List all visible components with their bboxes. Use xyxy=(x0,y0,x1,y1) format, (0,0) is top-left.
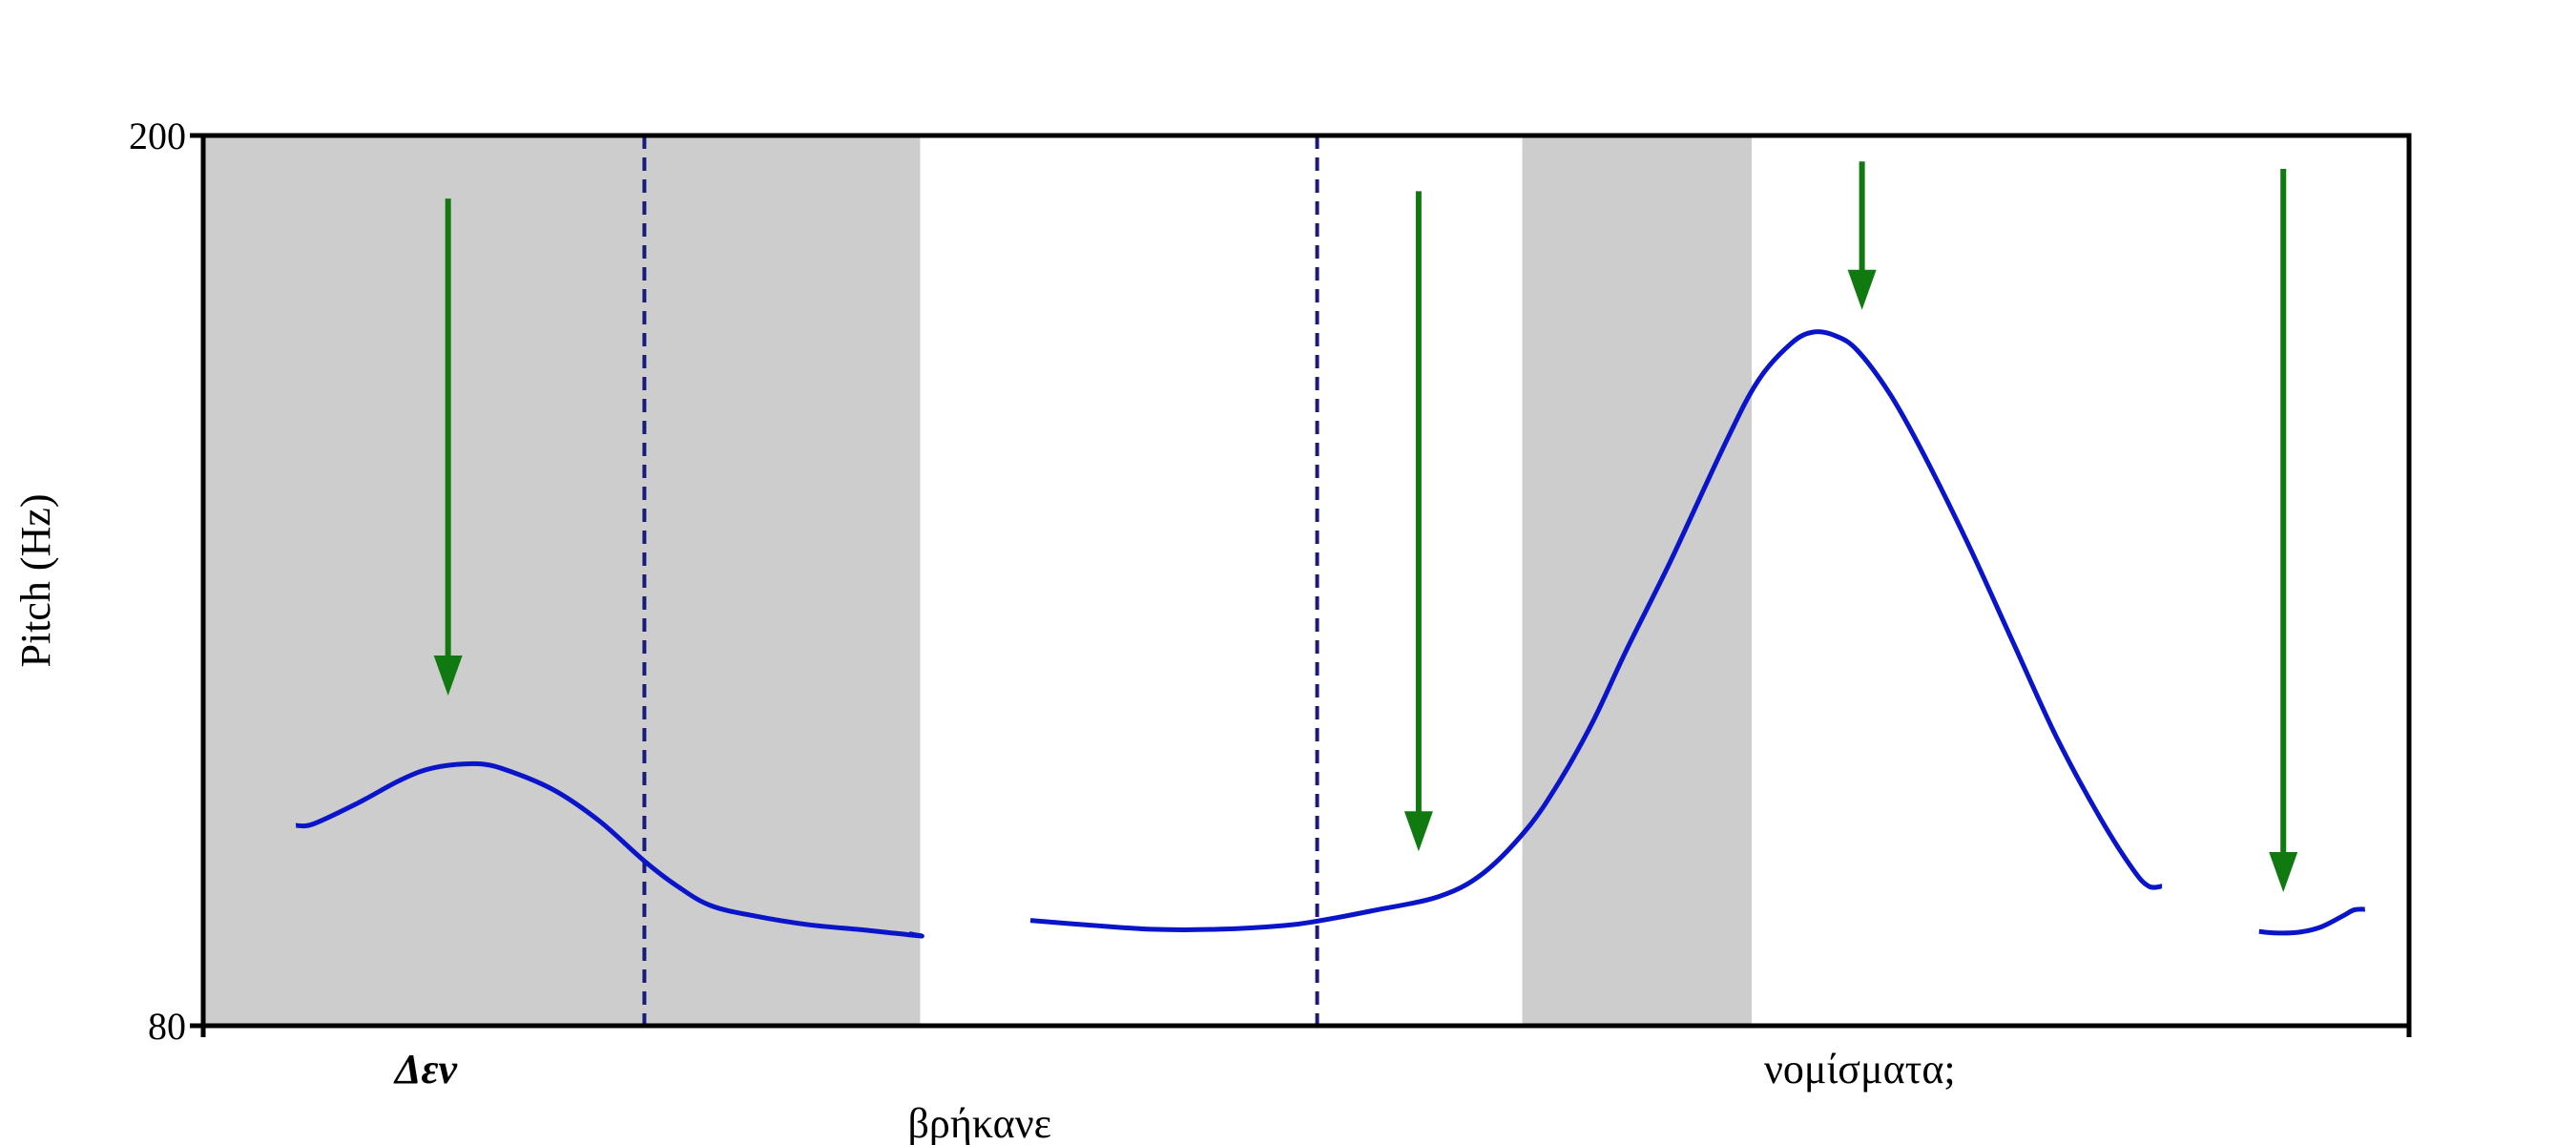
arrow-head xyxy=(2269,852,2298,893)
y-axis: 80 200 xyxy=(129,114,2412,1048)
shaded-regions xyxy=(203,135,1753,1026)
pitch-arrow-2 xyxy=(1403,191,1433,852)
y-tick-label-2: 200 xyxy=(129,114,186,157)
pitch-arrow-1 xyxy=(433,198,463,697)
shaded-region-2 xyxy=(1522,135,1753,1026)
arrow-head xyxy=(433,656,463,697)
plot-frame xyxy=(200,133,2412,1029)
word-label-3: νομίσματα; xyxy=(1764,1046,1956,1093)
arrow-head xyxy=(1403,811,1433,852)
word-label-2: βρήκανε xyxy=(908,1100,1052,1145)
arrow-head xyxy=(1847,269,1877,310)
pitch-arrows xyxy=(433,161,2298,893)
word-labels: Δεν βρήκανε νομίσματα; xyxy=(393,1046,1956,1145)
y-tick-label-1: 80 xyxy=(148,1005,186,1048)
shaded-region-1 xyxy=(203,135,921,1026)
contour-segment-2 xyxy=(1029,329,2163,932)
y-axis-title: Pitch (Hz) xyxy=(12,493,59,667)
contour-segment-1 xyxy=(295,760,924,939)
word-label-1: Δεν xyxy=(393,1046,458,1093)
boundary-lines xyxy=(642,135,1319,1026)
pitch-arrow-3 xyxy=(1847,161,1877,310)
pitch-contour xyxy=(295,329,2366,939)
contour-segment-3 xyxy=(2258,906,2366,936)
pitch-arrow-4 xyxy=(2269,168,2298,893)
